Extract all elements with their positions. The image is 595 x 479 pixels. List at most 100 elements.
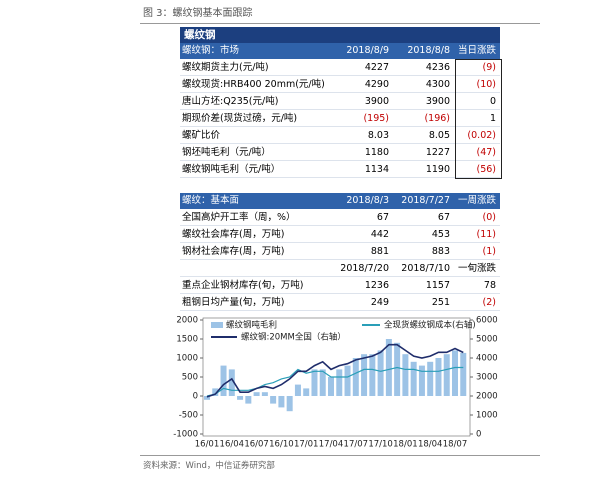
cell-value: (9) bbox=[482, 62, 496, 73]
cell-value: 2018/8/3 bbox=[346, 193, 389, 209]
bar bbox=[270, 396, 277, 404]
cell-label: 粗钢日均产量(旬，万吨) bbox=[182, 297, 285, 308]
bar bbox=[286, 396, 293, 412]
row-line bbox=[180, 59, 500, 76]
cell-value: 1180 bbox=[364, 147, 389, 158]
cell-label: 螺纹：基本面 bbox=[182, 193, 240, 209]
row-line bbox=[180, 260, 500, 277]
cell-value: 453 bbox=[431, 229, 450, 240]
bar bbox=[237, 396, 244, 400]
rule bbox=[140, 455, 540, 456]
bar bbox=[427, 361, 434, 396]
cell-value: (195) bbox=[363, 113, 389, 124]
bar bbox=[204, 396, 210, 400]
cell-label: 钢材社会库存(周，万吨) bbox=[182, 246, 285, 257]
cell-value: (56) bbox=[476, 164, 496, 175]
cell-label: 螺纹现货:HRB400 20mm(元/吨) bbox=[182, 79, 325, 90]
bar bbox=[418, 365, 425, 396]
legend-label: 全现货螺纹钢成本(右轴) bbox=[384, 320, 476, 331]
cell-value: 3900 bbox=[425, 96, 450, 107]
rule bbox=[140, 23, 540, 24]
cell-label: 螺矿比价 bbox=[182, 130, 221, 141]
bar bbox=[452, 350, 458, 396]
cell-value: (10) bbox=[476, 79, 496, 90]
bar bbox=[212, 388, 219, 396]
cell-value: 4227 bbox=[364, 62, 389, 73]
bar bbox=[253, 392, 260, 396]
cell-value: (196) bbox=[424, 113, 450, 124]
x-tick-label: 18/01 bbox=[393, 440, 418, 450]
row-line bbox=[180, 226, 500, 243]
cell-label: 螺纹钢吨毛利（元/吨） bbox=[182, 164, 281, 175]
y-tick-label: 1000 bbox=[176, 354, 198, 364]
y2-tick-label: 5000 bbox=[476, 335, 498, 345]
cell-value: 67 bbox=[376, 212, 389, 223]
legend-swatch bbox=[211, 322, 223, 328]
change-box bbox=[455, 59, 502, 179]
cell-value: 249 bbox=[370, 297, 389, 308]
cell-label: 螺纹期货主力(元/吨) bbox=[182, 62, 269, 73]
cell-value: 1157 bbox=[425, 280, 450, 291]
row-bg bbox=[180, 127, 500, 144]
bar bbox=[220, 365, 227, 396]
cell-value: 4236 bbox=[425, 62, 450, 73]
cell-value: 3900 bbox=[364, 96, 389, 107]
bar bbox=[369, 354, 376, 396]
y2-tick-label: 6000 bbox=[476, 316, 498, 326]
cell-value: 4300 bbox=[425, 79, 450, 90]
cell-value: 8.05 bbox=[428, 130, 450, 141]
table-title: 螺纹钢 bbox=[180, 27, 500, 43]
cell-value: 一周涨跌 bbox=[457, 193, 496, 209]
cell-value: 883 bbox=[431, 246, 450, 257]
bar bbox=[278, 396, 285, 408]
cell-value: 1227 bbox=[425, 147, 450, 158]
cell-value: 442 bbox=[370, 229, 389, 240]
cell-value: 2018/7/20 bbox=[340, 263, 389, 274]
x-tick-label: 16/01 bbox=[195, 440, 220, 450]
legend-label: 螺纹钢:20MM全国（右轴） bbox=[241, 332, 346, 343]
bar bbox=[410, 361, 417, 396]
cell-value: 8.03 bbox=[367, 130, 389, 141]
cell-label: 唐山方坯:Q235(元/吨) bbox=[182, 96, 279, 107]
row-line bbox=[180, 243, 500, 260]
bar bbox=[460, 352, 467, 396]
cell-label: 期现价差(现货过磅，元/吨) bbox=[182, 113, 298, 124]
bar bbox=[394, 342, 401, 396]
bar bbox=[294, 384, 301, 396]
row-line bbox=[180, 93, 500, 110]
bar bbox=[344, 365, 351, 396]
bar bbox=[228, 369, 235, 396]
y2-tick-label: 0 bbox=[476, 430, 481, 440]
cell-value: 2018/8/8 bbox=[407, 43, 450, 59]
x-tick-label: 18/04 bbox=[418, 440, 443, 450]
bar bbox=[443, 354, 450, 396]
bar bbox=[261, 392, 268, 396]
row-line bbox=[180, 110, 500, 127]
cell-value: 1 bbox=[489, 113, 496, 124]
row-line bbox=[180, 76, 500, 93]
cell-value: 881 bbox=[370, 246, 389, 257]
line bbox=[206, 343, 464, 398]
figure-title: 图 3：螺纹钢基本面跟踪 bbox=[143, 8, 253, 19]
cell-value: 1190 bbox=[425, 164, 450, 175]
cell-value: 0 bbox=[489, 96, 496, 107]
x-tick-label: 18/07 bbox=[443, 440, 468, 450]
bar bbox=[377, 350, 384, 396]
row-line bbox=[180, 144, 500, 161]
bar bbox=[361, 354, 368, 396]
y-tick-label: 2000 bbox=[176, 316, 198, 326]
source: 资料来源：Wind，中信证券研究部 bbox=[143, 461, 275, 471]
cell-label: 螺纹社会库存(周，万吨) bbox=[182, 229, 285, 240]
row-line bbox=[180, 161, 500, 178]
cell-value: 1134 bbox=[364, 164, 389, 175]
y2-tick-label: 4000 bbox=[476, 354, 498, 364]
cell-value: 2018/7/10 bbox=[401, 263, 450, 274]
x-tick-label: 17/07 bbox=[344, 440, 369, 450]
row-line bbox=[180, 294, 500, 311]
line bbox=[206, 366, 464, 397]
cell-value: 一旬涨跌 bbox=[457, 263, 496, 274]
bar bbox=[328, 377, 334, 396]
bar bbox=[435, 358, 442, 396]
cell-value: (2) bbox=[482, 297, 496, 308]
